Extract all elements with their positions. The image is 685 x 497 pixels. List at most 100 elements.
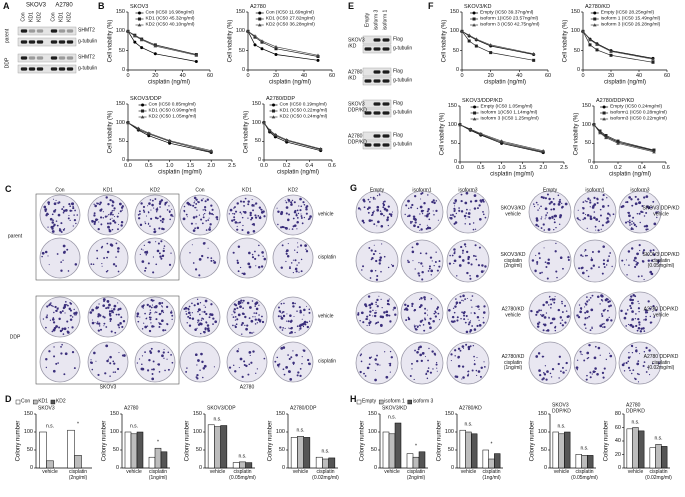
colony xyxy=(45,316,48,319)
colony xyxy=(411,203,414,207)
colony xyxy=(298,306,301,309)
colony xyxy=(206,324,210,327)
colony xyxy=(378,193,380,195)
y-tick-label: 100 xyxy=(251,119,261,126)
colony xyxy=(263,357,266,360)
colony xyxy=(308,308,311,311)
colony xyxy=(383,207,387,211)
colony xyxy=(208,316,211,319)
colony xyxy=(206,327,210,330)
blot-band xyxy=(28,67,36,71)
colony xyxy=(142,249,144,251)
colony xyxy=(591,294,594,297)
colony xyxy=(121,325,124,329)
colony xyxy=(637,198,640,201)
y-tick-label: 100 xyxy=(235,28,245,35)
x-tick-label: 60 xyxy=(663,72,671,79)
colony xyxy=(153,230,156,234)
colony xyxy=(49,217,53,221)
colony xyxy=(405,204,408,207)
colony xyxy=(139,223,143,227)
colony xyxy=(606,318,609,321)
colony xyxy=(624,221,628,224)
colony xyxy=(407,317,411,321)
y-axis-label: Cell viability (%) xyxy=(573,112,580,156)
colony xyxy=(67,270,70,272)
cell-line-label: SKOV3 xyxy=(99,384,117,391)
y-tick-label: 150 xyxy=(275,410,285,417)
colony xyxy=(420,297,423,300)
colony xyxy=(630,295,633,298)
colony xyxy=(305,250,309,253)
legend-marker xyxy=(257,23,262,27)
blot-band xyxy=(28,56,36,60)
colony xyxy=(649,321,652,324)
colony xyxy=(196,302,200,306)
colony xyxy=(625,259,627,261)
colony xyxy=(647,310,649,312)
colony xyxy=(305,208,308,211)
colony xyxy=(242,224,244,227)
colony xyxy=(539,272,542,275)
colony xyxy=(561,202,563,205)
colony xyxy=(233,308,237,311)
colony xyxy=(436,306,440,309)
colony xyxy=(421,192,424,194)
y-tick-label: 100 xyxy=(109,428,119,435)
colony xyxy=(63,373,66,376)
colony xyxy=(359,319,361,322)
colony xyxy=(453,209,456,213)
colony xyxy=(644,309,648,312)
colony xyxy=(629,356,631,358)
colony xyxy=(93,203,95,205)
colony xyxy=(586,254,588,257)
colony xyxy=(637,327,641,330)
colony xyxy=(144,269,146,272)
colony xyxy=(575,366,579,370)
bar xyxy=(290,437,298,469)
colony xyxy=(542,323,545,326)
colony xyxy=(411,246,414,249)
colony xyxy=(454,305,457,308)
colony xyxy=(550,208,553,211)
colony xyxy=(158,312,162,316)
y-tick-label: 50 xyxy=(278,446,285,453)
marker xyxy=(532,58,536,62)
colony xyxy=(375,311,378,314)
colony xyxy=(363,200,366,203)
colony xyxy=(59,311,63,314)
colony xyxy=(159,200,162,204)
x-tick-label: 0.4 xyxy=(305,162,314,169)
colony xyxy=(369,320,372,324)
plate xyxy=(179,341,221,383)
colony xyxy=(72,206,75,210)
colony xyxy=(197,308,201,311)
colony xyxy=(233,212,236,215)
colony xyxy=(465,246,467,248)
colony xyxy=(285,366,288,369)
bar xyxy=(46,460,54,469)
colony xyxy=(467,347,471,351)
colony xyxy=(565,362,568,365)
colony xyxy=(160,323,163,325)
marker xyxy=(499,139,504,143)
colony xyxy=(281,329,284,331)
colony xyxy=(648,374,651,376)
colony xyxy=(150,217,153,220)
colony xyxy=(109,355,112,359)
colony xyxy=(374,369,376,371)
colony xyxy=(51,318,55,321)
colony xyxy=(148,202,151,205)
y-tick-label: 0 xyxy=(281,464,285,471)
blot-band xyxy=(382,70,390,74)
plate xyxy=(355,341,399,385)
colony xyxy=(408,214,411,217)
colony xyxy=(460,245,463,249)
colony xyxy=(188,316,192,320)
colony xyxy=(606,197,608,199)
colony xyxy=(286,313,288,315)
chart-title: A2780/KD xyxy=(459,405,482,412)
colony xyxy=(430,298,433,300)
colony xyxy=(418,274,421,277)
colony xyxy=(634,256,637,260)
